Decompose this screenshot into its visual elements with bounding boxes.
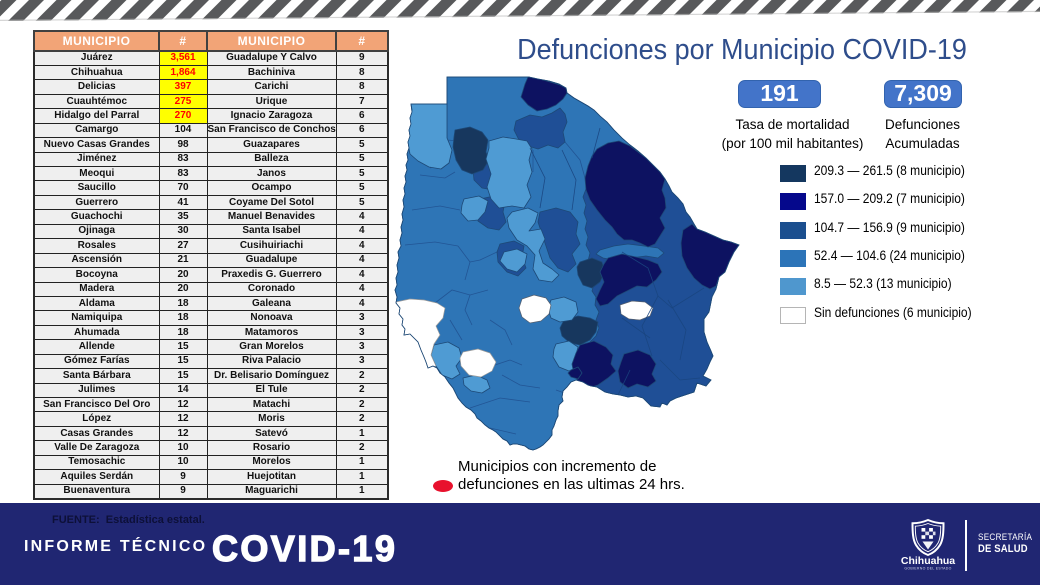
svg-text:GOBIERNO DEL ESTADO: GOBIERNO DEL ESTADO bbox=[904, 567, 951, 571]
svg-text:Chihuahua: Chihuahua bbox=[901, 555, 955, 567]
